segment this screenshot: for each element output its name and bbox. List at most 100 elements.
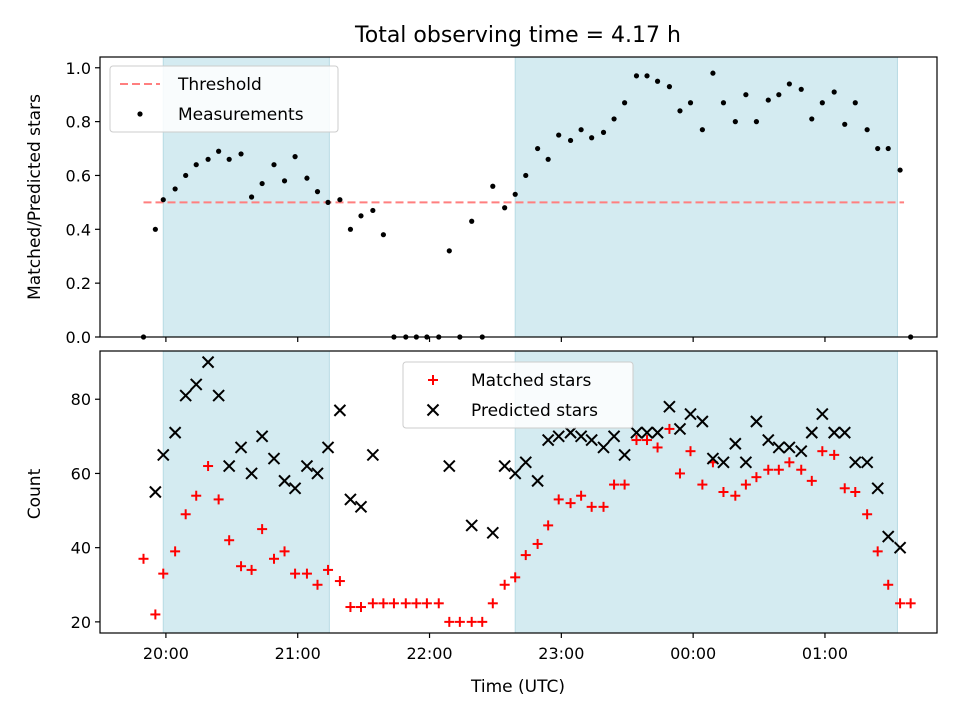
predicted-stars-point — [651, 426, 664, 439]
matched-stars-point — [817, 446, 828, 457]
predicted-stars-point — [245, 467, 258, 480]
matched-stars-point — [367, 598, 378, 609]
matched-stars-point — [697, 479, 708, 490]
matched-stars-point — [400, 598, 411, 609]
matched-stars-point — [872, 546, 883, 557]
predicted-stars-point — [696, 415, 709, 428]
measurement-point — [600, 129, 607, 135]
matched-stars-point — [345, 602, 356, 613]
matched-stars-point — [355, 602, 366, 613]
matched-stars-point — [203, 461, 214, 472]
measurement-point — [183, 172, 189, 179]
measurement-point — [271, 162, 277, 168]
measurement-point — [152, 226, 158, 232]
predicted-stars-point — [508, 467, 522, 480]
matched-stars-point — [784, 457, 795, 468]
y-tick-label: 0.6 — [66, 166, 91, 185]
measurement-point — [677, 108, 683, 114]
matched-stars-point — [905, 598, 916, 609]
measurement-point — [347, 226, 354, 232]
matched-stars-point — [664, 423, 675, 434]
predicted-stars-point — [234, 441, 248, 454]
matched-stars-point — [257, 524, 268, 535]
measurement-point — [337, 197, 343, 203]
matched-stars-point — [224, 535, 235, 546]
measurement-point — [314, 189, 321, 195]
bottom-legend: Matched stars Predicted stars — [402, 361, 634, 429]
matched-stars-point — [499, 579, 510, 590]
top-y-axis-label: Matched/Predicted stars — [25, 94, 45, 300]
top-panel-title: Total observing time = 4.17 h — [354, 23, 681, 48]
matched-stars-point — [323, 564, 334, 575]
matched-stars-point — [895, 598, 906, 609]
measurement-point — [502, 205, 508, 211]
predicted-stars-point — [465, 519, 478, 532]
predicted-stars-point — [795, 444, 808, 458]
matched-stars-point — [191, 490, 202, 501]
matched-stars-point — [466, 616, 477, 627]
predicted-stars-point — [717, 456, 730, 469]
measurement-point — [831, 89, 837, 95]
predicted-stars-point — [849, 456, 862, 469]
x-tick-label: 01:00 — [802, 644, 848, 663]
measurement-point — [469, 218, 475, 224]
measurement-point — [589, 135, 595, 141]
matched-stars-point — [487, 598, 498, 609]
predicted-stars-point — [706, 452, 720, 465]
predicted-stars-point — [288, 482, 302, 495]
matched-stars-point — [796, 464, 807, 475]
measurement-point — [897, 167, 903, 173]
matched-stars-point — [444, 616, 455, 627]
matched-stars-point — [718, 487, 729, 497]
matched-stars-point — [213, 494, 224, 505]
measurement-point — [622, 100, 628, 106]
measurement-point — [358, 213, 364, 219]
measurement-point — [732, 119, 738, 125]
predicted-stars-point — [168, 426, 182, 439]
predicted-stars-point — [498, 459, 511, 473]
observing-window-band — [162, 350, 330, 634]
measurement-point — [490, 183, 496, 189]
measurement-point — [567, 137, 574, 144]
matched-stars-point — [520, 550, 531, 561]
y-tick-label: 1.0 — [66, 59, 91, 78]
predicted-stars-point — [267, 452, 281, 465]
predicted-stars-point — [893, 541, 907, 554]
y-tick-label: 60 — [71, 464, 91, 483]
matched-stars-point — [301, 568, 312, 579]
predicted-stars-point — [597, 441, 610, 454]
measurement-point — [842, 121, 848, 127]
predicted-stars-point — [882, 530, 895, 543]
x-axis-label: Time (UTC) — [470, 677, 565, 697]
matched-stars-point — [312, 579, 323, 590]
matched-stars-point — [751, 472, 762, 483]
measurement-point — [193, 162, 199, 168]
matched-stars-point — [642, 435, 653, 446]
matched-stars-point — [170, 546, 181, 557]
measurement-point — [864, 127, 870, 133]
matched-stars-point — [553, 494, 564, 505]
predicted-stars-point — [564, 426, 577, 439]
predicted-stars-point — [816, 407, 829, 421]
matched-stars-point — [477, 616, 488, 627]
x-tick-label: 20:00 — [143, 644, 189, 663]
matched-stars-point — [619, 479, 630, 490]
measurement-point — [205, 156, 211, 162]
predicted-stars-point — [300, 459, 314, 473]
predicted-stars-point — [729, 437, 742, 450]
axes-frame — [99, 56, 938, 338]
measurement-point — [556, 132, 562, 138]
bottom-y-axis-label: Count — [25, 468, 45, 519]
predicted-stars-point — [354, 500, 368, 514]
legend-entry-label: Predicted stars — [471, 401, 598, 421]
measurement-point — [611, 116, 617, 122]
matched-stars-point — [862, 509, 873, 520]
predicted-stars-point — [750, 415, 763, 428]
predicted-stars-point — [618, 448, 631, 462]
predicted-stars-point — [486, 526, 500, 540]
matched-stars-point — [773, 464, 784, 475]
matched-stars-point — [246, 564, 257, 575]
predicted-stars-point — [673, 422, 687, 436]
measurement-point — [172, 186, 178, 192]
matched-stars-point — [674, 468, 685, 479]
